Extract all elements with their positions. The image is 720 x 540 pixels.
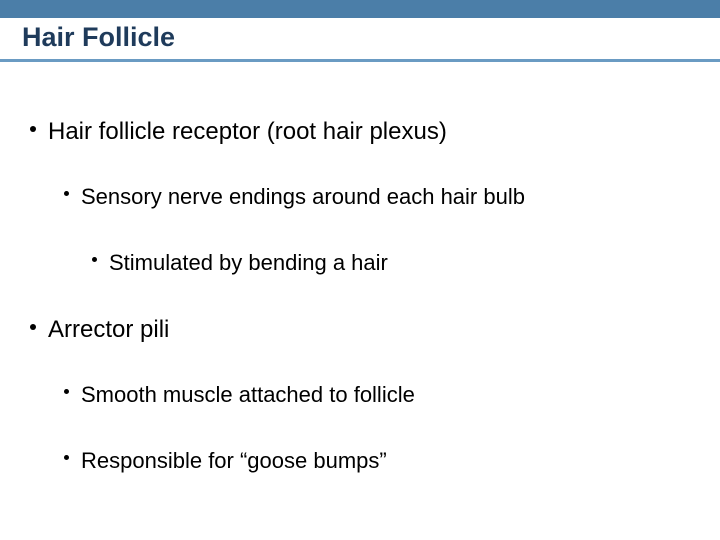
bullet-dot-icon bbox=[64, 191, 69, 196]
bullet-dot-icon bbox=[30, 324, 36, 330]
bullet-text: Stimulated by bending a hair bbox=[109, 250, 388, 276]
bullet-text: Arrector pili bbox=[48, 316, 169, 344]
bullet-text: Sensory nerve endings around each hair b… bbox=[81, 184, 525, 210]
header-band bbox=[0, 0, 720, 18]
bullet-dot-icon bbox=[64, 389, 69, 394]
bullet-level-2: Smooth muscle attached to follicle bbox=[64, 382, 720, 408]
bullet-level-3: Stimulated by bending a hair bbox=[92, 250, 720, 276]
bullet-dot-icon bbox=[64, 455, 69, 460]
bullet-text: Hair follicle receptor (root hair plexus… bbox=[48, 118, 447, 146]
page-title: Hair Follicle bbox=[22, 22, 175, 57]
bullet-dot-icon bbox=[92, 257, 97, 262]
bullet-text: Smooth muscle attached to follicle bbox=[81, 382, 415, 408]
bullet-level-2: Responsible for “goose bumps” bbox=[64, 448, 720, 474]
title-row: Hair Follicle bbox=[0, 22, 720, 57]
content-area: Hair follicle receptor (root hair plexus… bbox=[0, 62, 720, 474]
bullet-level-2: Sensory nerve endings around each hair b… bbox=[64, 184, 720, 210]
bullet-level-1: Hair follicle receptor (root hair plexus… bbox=[30, 118, 720, 146]
bullet-level-1: Arrector pili bbox=[30, 316, 720, 344]
bullet-dot-icon bbox=[30, 126, 36, 132]
bullet-text: Responsible for “goose bumps” bbox=[81, 448, 387, 474]
